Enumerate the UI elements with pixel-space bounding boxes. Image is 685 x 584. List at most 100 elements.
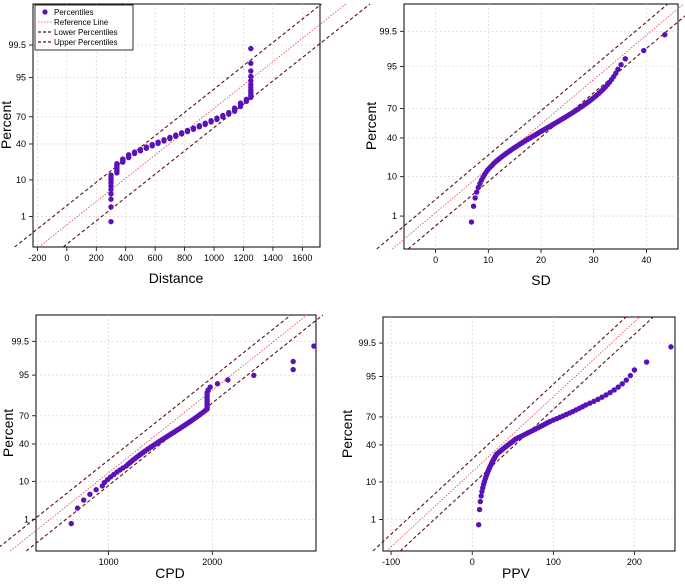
percentile-point	[225, 377, 231, 383]
x-tick-label: 1000	[99, 557, 119, 567]
legend-label-percentiles: Percentiles	[54, 8, 94, 17]
x-tick-label: 1200	[233, 253, 253, 263]
percentile-point	[643, 359, 650, 365]
ylabel-ppv: Percent	[339, 410, 355, 458]
percentile-point	[120, 156, 126, 162]
percentile-point	[607, 389, 613, 396]
y-tick-label: 10	[366, 477, 376, 487]
percentile-point	[190, 125, 197, 131]
y-tick-label: 99.5	[358, 338, 376, 348]
lower-percentile-line	[25, 314, 324, 552]
percentile-point	[108, 204, 114, 210]
percentile-point	[108, 172, 114, 178]
legend-label-upper: Upper Percentiles	[54, 38, 118, 47]
percentile-point	[623, 377, 630, 383]
percentile-point	[470, 203, 477, 209]
y-tick-label: 95	[366, 372, 376, 382]
x-tick-label: 30	[589, 255, 599, 265]
x-tick-label: 100	[546, 557, 561, 567]
percentile-point	[248, 73, 254, 80]
y-tick-label: 70	[19, 411, 29, 421]
x-tick-label: 200	[89, 253, 104, 263]
y-tick-label: 70	[16, 112, 26, 122]
y-tick-label: 40	[19, 439, 29, 449]
percentile-point	[184, 127, 191, 134]
y-tick-label: 40	[366, 440, 376, 450]
percentile-point	[155, 139, 161, 145]
percentile-point	[619, 381, 625, 387]
percentile-point	[173, 132, 179, 138]
plot-frame-ppv	[382, 316, 676, 552]
percentile-point	[622, 56, 629, 62]
percentile-point	[611, 387, 617, 393]
percentile-point	[149, 141, 155, 148]
percentile-point	[615, 384, 621, 390]
percentile-point	[243, 96, 250, 103]
legend-label-reference: Reference Line	[54, 18, 109, 27]
x-tick-label: 200	[627, 557, 642, 567]
ticks-sd: 0 10 20 30 40 1 10 40 70 95 99.5	[379, 26, 651, 265]
percentile-point	[68, 520, 74, 527]
upper-percentile-line	[372, 316, 627, 552]
percentile-point	[615, 66, 621, 72]
x-tick-label: 10	[483, 255, 493, 265]
ylabel-distance: Percent	[0, 101, 14, 149]
upper-percentile-line	[376, 3, 669, 250]
percentile-point	[178, 130, 185, 136]
reference-line	[38, 3, 347, 248]
percentile-point	[74, 505, 81, 511]
percentile-point	[476, 506, 483, 513]
y-tick-label: 70	[366, 412, 376, 422]
y-tick-label: 1	[392, 211, 397, 221]
x-tick-label: 400	[118, 253, 133, 263]
percentile-point	[87, 491, 93, 497]
legend-label-lower: Lower Percentiles	[54, 28, 118, 37]
percentile-point	[143, 144, 150, 150]
lines-sd	[376, 3, 685, 250]
xlabel-sd: SD	[531, 272, 550, 288]
grid-sd	[404, 4, 678, 249]
lines-distance	[14, 3, 371, 248]
legend-box	[34, 4, 134, 51]
y-tick-label: 1	[371, 515, 376, 525]
percentile-point	[668, 344, 674, 350]
x-tick-label: -200	[28, 253, 46, 263]
x-tick-label: 0	[64, 253, 69, 263]
y-tick-label: 95	[387, 61, 397, 71]
panel-sd: 0 10 20 30 40 1 10 40 70 95 99.5 SD Percent	[363, 3, 685, 288]
percentile-point	[214, 115, 220, 121]
y-tick-label: 10	[387, 172, 397, 182]
legend-marker-percentiles	[42, 9, 48, 15]
percentile-point	[311, 343, 317, 349]
y-tick-label: 10	[19, 476, 29, 486]
percentile-point	[202, 120, 208, 126]
percentile-point	[137, 146, 144, 153]
lines-ppv	[372, 316, 654, 552]
x-tick-label: 800	[177, 253, 192, 263]
points-distance	[108, 45, 254, 225]
percentile-point	[125, 152, 132, 158]
x-tick-label: 1400	[263, 253, 283, 263]
grid-cpd	[36, 315, 316, 551]
percentile-point	[251, 372, 257, 379]
percentile-point	[81, 497, 87, 503]
panel-distance: -200 0 200 400 600 800 1000 1200 1400 1600 1 10 40 70…	[0, 3, 371, 286]
percentile-point	[474, 189, 480, 195]
y-tick-label: 40	[16, 139, 26, 149]
percentile-point	[618, 61, 624, 68]
percentile-point	[214, 381, 221, 387]
percentile-point	[248, 78, 254, 84]
percentile-point	[108, 218, 114, 225]
ticks-distance: -200 0 200 400 600 800 1000 1200 1400 1600 1 10 40 70…	[8, 40, 312, 263]
percentile-point	[196, 122, 203, 129]
panel-ppv: -100 0 100 200 1 10 40 70 95 99.5 PPV Percent	[339, 316, 676, 581]
y-tick-label: 10	[16, 175, 26, 185]
y-tick-label: 40	[387, 133, 397, 143]
percentile-point	[662, 32, 668, 38]
percentile-point	[220, 112, 226, 119]
reference-line	[10, 314, 308, 552]
x-tick-label: 0	[433, 255, 438, 265]
percentile-point	[226, 109, 232, 116]
panel-cpd: 1000 2000 1 10 40 70 95 99.5 CPD Percent	[0, 314, 324, 581]
percentile-point	[248, 45, 254, 52]
